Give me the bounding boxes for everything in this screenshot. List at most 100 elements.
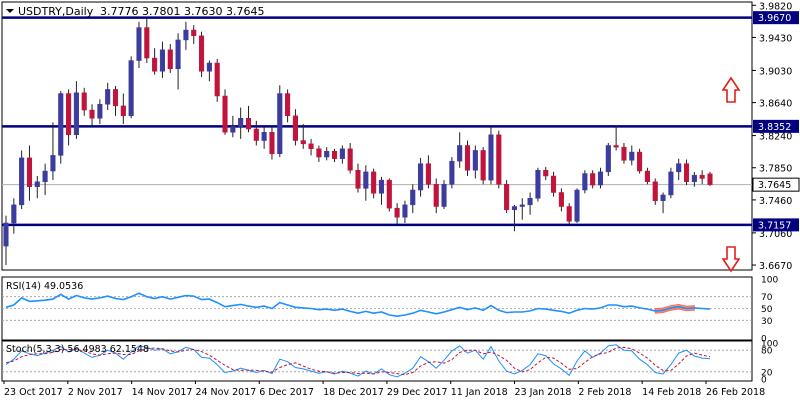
candle-body — [535, 169, 541, 199]
candle — [261, 127, 267, 149]
time-axis: 23 Oct 2017 2 Nov 2017 14 Nov 2017 24 Nov 2… — [3, 381, 765, 398]
level-tag — [753, 119, 799, 133]
candle — [222, 89, 228, 135]
price-tick-label: 3.9030 — [759, 66, 792, 77]
candle-body — [676, 163, 682, 173]
candle-body — [136, 27, 142, 61]
candle — [504, 180, 510, 214]
candle — [42, 163, 48, 195]
level-tag-label: 3.9670 — [758, 13, 791, 24]
price-tick-label: 3.6670 — [759, 261, 792, 272]
time-tick-label: 23 Oct 2017 — [4, 387, 63, 398]
candle-body — [11, 204, 17, 224]
rsi-tick-label: 0 — [761, 335, 767, 345]
stoch-tick-label: 80 — [761, 347, 773, 357]
candle — [308, 138, 314, 156]
candle-body — [167, 49, 173, 70]
time-tick-label: 18 Dec 2017 — [323, 387, 384, 398]
candle — [253, 120, 259, 146]
candle-body — [292, 115, 298, 141]
candle — [543, 166, 549, 181]
candle-body — [590, 173, 596, 186]
collapse-triangle-icon[interactable] — [6, 9, 14, 13]
candle-body — [58, 93, 64, 156]
candle — [363, 165, 369, 201]
candle-body — [230, 126, 236, 133]
candle — [339, 145, 345, 164]
candle — [590, 170, 596, 189]
candle — [316, 145, 322, 162]
level-tag-label: 3.8352 — [758, 122, 791, 133]
candle — [167, 44, 173, 73]
candle-body — [347, 148, 353, 171]
candle — [245, 105, 252, 133]
candle — [519, 198, 525, 220]
candle-body — [558, 192, 564, 207]
current-price-label: 3.7645 — [758, 180, 791, 191]
ohlc-label: 3.7776 3.7801 3.7630 3.7645 — [100, 5, 264, 18]
candle-body — [605, 145, 611, 173]
candle — [105, 82, 111, 111]
candle — [214, 58, 220, 102]
candle — [480, 147, 486, 185]
candle-body — [19, 157, 25, 206]
candle — [97, 99, 103, 125]
candle-body — [418, 163, 424, 191]
candle — [637, 148, 643, 174]
rsi-line — [5, 292, 711, 318]
rsi-divergence-band — [654, 303, 695, 314]
candle-body — [441, 183, 447, 207]
candle — [285, 89, 291, 123]
current-price-tag — [752, 177, 800, 192]
candle-body — [191, 29, 197, 37]
candle-body — [691, 174, 697, 183]
candle-body — [66, 93, 72, 136]
price-panel-frame — [1, 1, 753, 271]
candle-body — [120, 105, 126, 117]
candle-body — [253, 128, 259, 141]
candle-body — [683, 163, 690, 183]
time-tick-label: 24 Nov 2017 — [195, 387, 256, 398]
time-tick-label: 14 Nov 2017 — [132, 387, 193, 398]
rsi-tick-label: 100 — [761, 276, 778, 286]
time-tick-label: 26 Feb 2018 — [706, 387, 765, 398]
candle — [331, 148, 338, 162]
symbol-label: USDTRY,Daily — [18, 5, 94, 18]
candle-body — [402, 204, 408, 218]
candle-body — [3, 222, 9, 247]
time-tick-label: 6 Dec 2017 — [259, 387, 314, 398]
candle-body — [183, 29, 189, 41]
arrow-down-icon — [721, 246, 741, 273]
candle-body — [308, 143, 314, 150]
stoch-panel-frame — [1, 340, 753, 382]
candle-body — [269, 132, 275, 154]
price-tick-label: 3.9820 — [759, 1, 792, 12]
candle-body — [206, 62, 212, 72]
price-tick-label: 3.7460 — [759, 196, 792, 207]
candle-body — [472, 150, 478, 171]
candle-body — [378, 179, 385, 194]
rsi-tick-label: 70 — [761, 293, 773, 303]
stoch-main-line — [5, 344, 711, 378]
stoch-tick-label: 100 — [761, 340, 778, 350]
candle — [355, 163, 361, 193]
candle-body — [511, 206, 517, 211]
candle — [488, 126, 494, 185]
candle — [605, 143, 611, 176]
price-panel: 3.9820 3.9430 3.9030 3.8640 3.8240 3.7850 3.74… — [1, 1, 800, 273]
rsi-tick-label: 50 — [761, 305, 773, 315]
candle-body — [277, 93, 283, 154]
rsi-tick-label: 30 — [761, 317, 773, 327]
candle — [386, 178, 392, 212]
candle-body — [261, 132, 267, 141]
rsi-axis: 100 70 50 30 0 — [2, 276, 778, 345]
candle — [112, 86, 119, 116]
candle — [292, 109, 298, 146]
stoch-signal-line — [5, 346, 711, 376]
candle-body — [504, 183, 510, 211]
candle-body — [543, 169, 549, 177]
candle-body — [457, 145, 463, 162]
candle — [574, 188, 580, 223]
